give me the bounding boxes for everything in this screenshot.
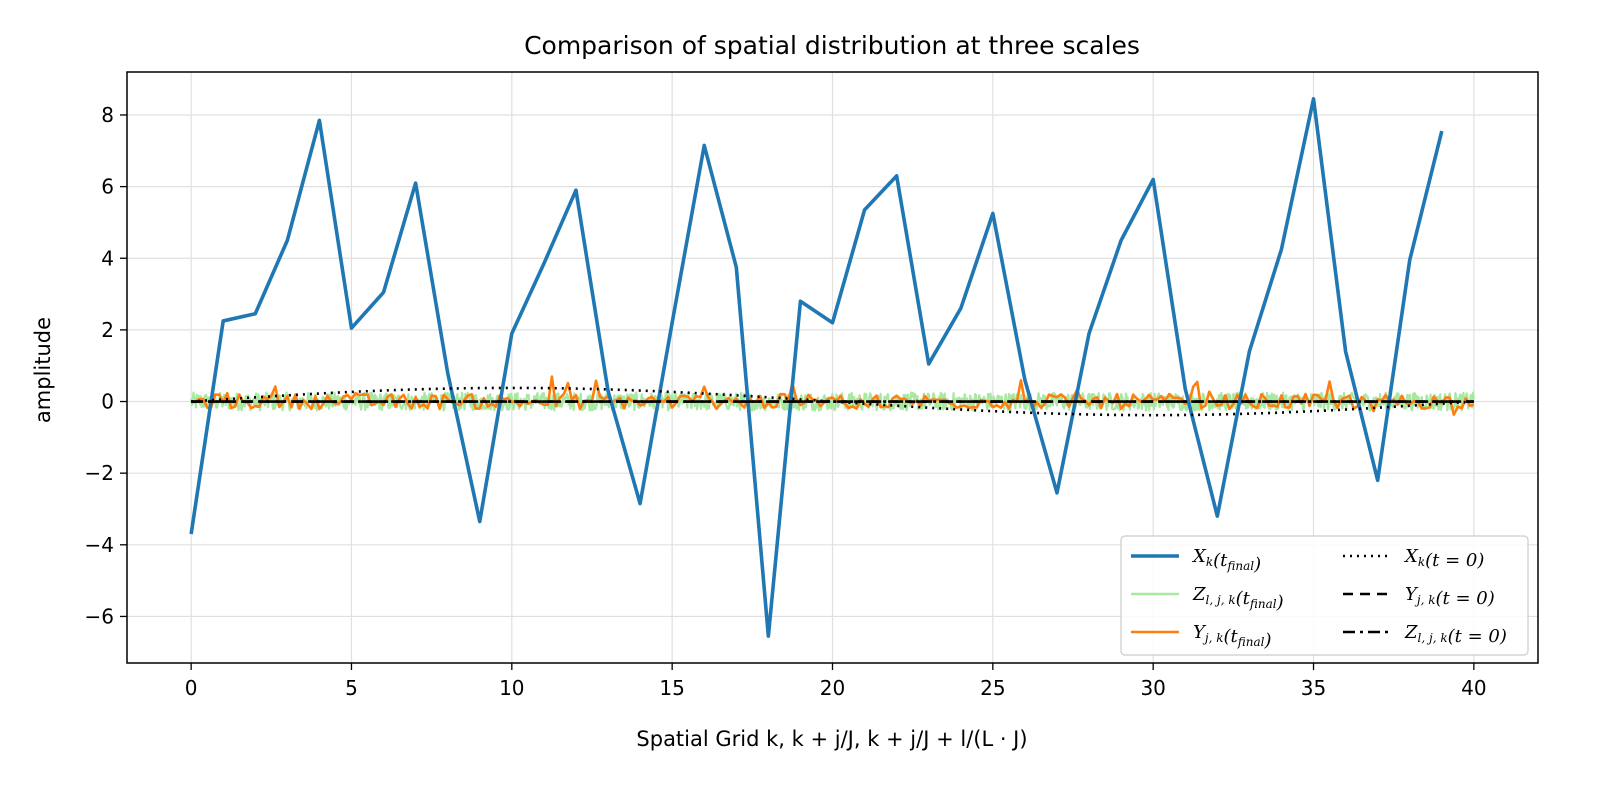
x-tick-label: 35 <box>1301 676 1326 700</box>
legend-label: Xk(tfinal) <box>1191 546 1261 575</box>
x-axis-label: Spatial Grid k, k + j/J, k + j/J + l/(L … <box>636 727 1027 751</box>
plot-area <box>189 97 1475 638</box>
x-tick-label: 25 <box>980 676 1005 700</box>
legend: Xk(tfinal) Zl, j, k(tfinal) Yj, k(tfinal) X… <box>1120 535 1529 656</box>
legend-label: Yj, k(tfinal) <box>1193 622 1272 651</box>
y-tick-label: 0 <box>101 390 114 414</box>
x-tick-label: 30 <box>1140 676 1165 700</box>
y-tick-label: 6 <box>101 175 114 199</box>
legend-box <box>1120 535 1529 656</box>
x-tick-label: 10 <box>499 676 524 700</box>
x-tick-label: 15 <box>659 676 684 700</box>
y-axis-label: amplitude <box>31 317 55 423</box>
series-line-0 <box>189 97 1444 638</box>
y-tick-label: −6 <box>85 604 114 628</box>
y-tick-label: 8 <box>101 103 114 127</box>
x-tick-label: 0 <box>185 676 198 700</box>
y-axis: −6 −4 −2 0 2 4 6 8 <box>85 103 127 628</box>
x-tick-label: 20 <box>820 676 845 700</box>
y-tick-label: 2 <box>101 318 114 342</box>
legend-label: Xk(t = 0) <box>1403 546 1484 571</box>
chart-title: Comparison of spatial distribution at th… <box>524 31 1140 60</box>
y-tick-label: −2 <box>85 461 114 485</box>
x-axis: 0 5 10 15 20 25 30 35 40 <box>185 663 1487 700</box>
y-tick-label: 4 <box>101 246 114 270</box>
legend-label: Yj, k(t = 0) <box>1405 584 1495 609</box>
x-tick-label: 40 <box>1461 676 1486 700</box>
legend-label: Zl, j, k(t = 0) <box>1404 622 1507 647</box>
legend-label: Zl, j, k(tfinal) <box>1192 584 1284 613</box>
x-tick-label: 5 <box>345 676 358 700</box>
series-line-2 <box>191 375 1475 416</box>
y-tick-label: −4 <box>85 533 114 557</box>
